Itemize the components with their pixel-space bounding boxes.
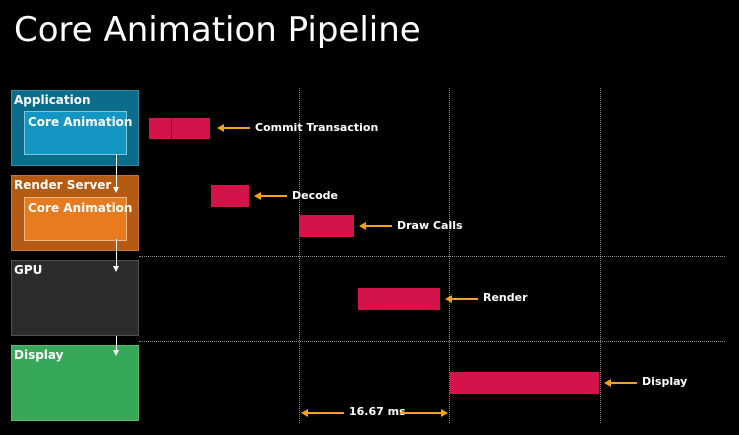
render-server-stage: Render Server Core Animation	[11, 175, 139, 251]
flow-arrow-2	[116, 239, 117, 267]
display-arrow-line	[609, 382, 637, 384]
flow-arrowhead-3	[113, 350, 119, 356]
gpu-label: GPU	[14, 263, 43, 277]
display-label: Display	[14, 348, 64, 362]
flow-arrowhead-2	[113, 266, 119, 272]
application-label: Application	[14, 93, 91, 107]
decode-label: Decode	[292, 189, 339, 202]
draw-calls-arrowhead	[359, 222, 366, 230]
application-stage: Application Core Animation	[11, 90, 139, 166]
display-arrowhead	[604, 379, 611, 387]
commit-arrow-line	[222, 127, 250, 129]
display-bar	[450, 372, 599, 394]
interval-line-left	[306, 412, 344, 414]
draw-calls-bar	[299, 215, 354, 237]
decode-arrowhead	[254, 192, 261, 200]
display-annotation-label: Display	[642, 375, 688, 388]
interval-arrowhead-left	[301, 409, 308, 417]
render-arrowhead	[445, 295, 452, 303]
draw-calls-label: Draw Calls	[397, 219, 463, 232]
render-server-label: Render Server	[14, 178, 112, 192]
interval-arrowhead-right	[441, 409, 448, 417]
row-separator-display	[139, 341, 725, 342]
gpu-stage: GPU	[11, 260, 139, 336]
frame-divider-2	[449, 88, 450, 423]
application-core-animation: Core Animation	[24, 111, 132, 155]
commit-bar-divider	[171, 118, 172, 139]
render-bar	[358, 288, 440, 310]
render-server-core-animation: Core Animation	[24, 197, 132, 241]
commit-arrowhead	[217, 124, 224, 132]
commit-transaction-bar	[149, 118, 210, 139]
row-separator-gpu	[139, 256, 725, 257]
flow-arrowhead-1	[113, 187, 119, 193]
frame-divider-3	[600, 88, 601, 423]
frame-interval-label: 16.67 ms	[349, 405, 406, 418]
render-arrow-line	[450, 298, 478, 300]
decode-arrow-line	[259, 195, 287, 197]
flow-arrow-1	[116, 154, 117, 188]
interval-line-right	[400, 412, 442, 414]
commit-transaction-label: Commit Transaction	[255, 121, 379, 134]
decode-bar	[211, 185, 249, 207]
display-stage: Display	[11, 345, 139, 421]
flow-arrow-3	[116, 336, 117, 351]
frame-divider-1	[299, 88, 300, 423]
render-label: Render	[483, 291, 528, 304]
page-title: Core Animation Pipeline	[14, 10, 421, 50]
draw-calls-arrow-line	[364, 225, 392, 227]
